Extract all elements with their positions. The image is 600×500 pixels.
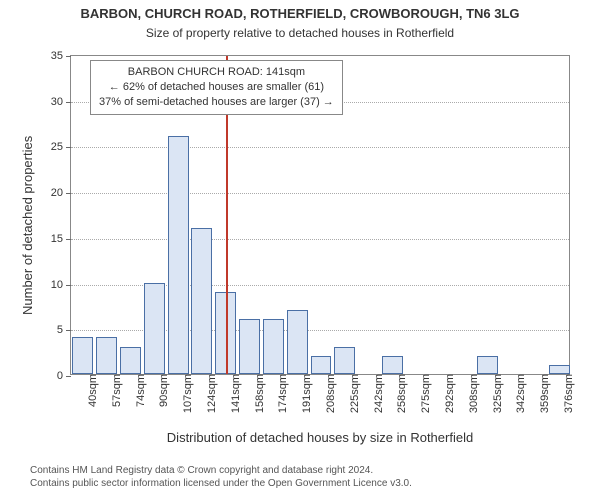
x-axis-label: Distribution of detached houses by size …	[70, 430, 570, 445]
y-tick: 25	[51, 141, 71, 153]
credits-line2: Contains public sector information licen…	[30, 478, 412, 491]
chart-container: BARBON, CHURCH ROAD, ROTHERFIELD, CROWBO…	[0, 0, 600, 500]
x-tick: 325sqm	[492, 374, 504, 413]
bar	[120, 347, 141, 374]
bar	[96, 337, 117, 374]
gridline	[71, 147, 569, 148]
info-line: BARBON CHURCH ROAD: 141sqm	[99, 65, 334, 80]
x-tick: 225sqm	[349, 374, 361, 413]
x-tick: 174sqm	[277, 374, 289, 413]
x-tick: 242sqm	[373, 374, 385, 413]
y-tick: 35	[51, 50, 71, 62]
bar	[144, 283, 165, 374]
x-tick: 376sqm	[563, 374, 575, 413]
bar	[263, 319, 284, 374]
x-tick: 158sqm	[254, 374, 266, 413]
x-tick: 90sqm	[158, 374, 170, 407]
x-tick: 275sqm	[420, 374, 432, 413]
y-tick: 5	[57, 324, 71, 336]
x-tick: 40sqm	[87, 374, 99, 407]
info-line: ← 62% of detached houses are smaller (61…	[99, 80, 334, 95]
y-tick: 10	[51, 279, 71, 291]
x-tick: 308sqm	[468, 374, 480, 413]
x-tick: 342sqm	[515, 374, 527, 413]
bar	[382, 356, 403, 374]
chart-title: BARBON, CHURCH ROAD, ROTHERFIELD, CROWBO…	[0, 6, 600, 21]
chart-subtitle: Size of property relative to detached ho…	[0, 26, 600, 40]
x-tick: 74sqm	[135, 374, 147, 407]
x-tick: 359sqm	[539, 374, 551, 413]
bar	[334, 347, 355, 374]
bar	[239, 319, 260, 374]
y-axis-label: Number of detached properties	[20, 136, 35, 315]
bar	[477, 356, 498, 374]
y-tick: 20	[51, 187, 71, 199]
x-tick: 124sqm	[206, 374, 218, 413]
bar	[549, 365, 570, 374]
bar	[191, 228, 212, 374]
x-tick: 208sqm	[325, 374, 337, 413]
info-box: BARBON CHURCH ROAD: 141sqm← 62% of detac…	[90, 60, 343, 115]
x-tick: 258sqm	[396, 374, 408, 413]
x-tick: 141sqm	[230, 374, 242, 413]
credits: Contains HM Land Registry data © Crown c…	[30, 465, 412, 490]
credits-line1: Contains HM Land Registry data © Crown c…	[30, 465, 412, 478]
x-tick: 292sqm	[444, 374, 456, 413]
y-tick: 30	[51, 96, 71, 108]
y-tick: 15	[51, 233, 71, 245]
x-tick: 107sqm	[182, 374, 194, 413]
x-tick: 57sqm	[111, 374, 123, 407]
info-line: 37% of semi-detached houses are larger (…	[99, 95, 334, 110]
x-tick: 191sqm	[301, 374, 313, 413]
y-tick: 0	[57, 370, 71, 382]
bar	[72, 337, 93, 374]
bar	[311, 356, 332, 374]
bar	[287, 310, 308, 374]
bar	[168, 136, 189, 374]
gridline	[71, 239, 569, 240]
gridline	[71, 193, 569, 194]
